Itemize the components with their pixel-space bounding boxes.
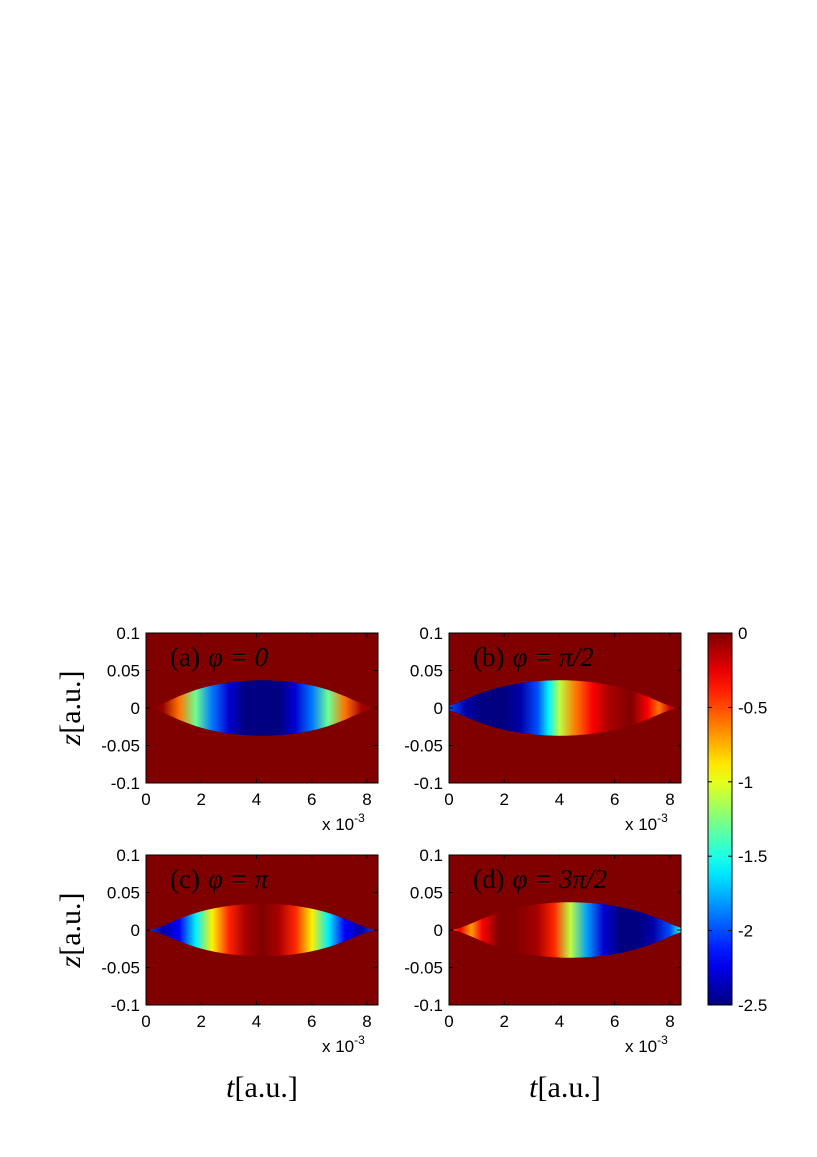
- y-tick-label: -0.1: [111, 996, 140, 1015]
- y-tick-label: -0.1: [414, 996, 443, 1015]
- x-tick-label: 8: [665, 1012, 674, 1031]
- y-tick-label: 0.05: [410, 884, 443, 903]
- x-axis-label: t[a.u.]: [226, 1071, 298, 1104]
- x-tick-label: 0: [141, 1012, 150, 1031]
- panel-phi: φ = 0: [208, 642, 269, 672]
- y-tick-label: 0: [434, 921, 443, 940]
- panel-b: 0 2 4 6 8 0.1 0.05 0 -0.05 -0.1 x 10-3 (b) φ = π/2: [404, 624, 682, 834]
- y-axis-label: z[a.u.]: [54, 671, 87, 747]
- x-axis-label-unit: [a.u.]: [538, 1071, 601, 1104]
- y-tick-label: 0.05: [410, 662, 443, 681]
- y-axis-label-unit: [a.u.]: [54, 893, 87, 956]
- y-tick-label: -0.05: [101, 737, 140, 756]
- colorbar-tick-label: -2: [738, 922, 753, 941]
- y-tick-label: 0: [434, 699, 443, 718]
- panel-label: (d) φ = 3π/2: [473, 864, 607, 894]
- colorbar-tick-label: -2.5: [738, 996, 767, 1015]
- multiplier-exponent: -3: [657, 811, 668, 825]
- x-tick-label: 8: [665, 790, 674, 809]
- multiplier-base: x 10: [322, 815, 354, 834]
- panel-phi: φ = π/2: [512, 642, 593, 672]
- colorbar-swatch: [707, 632, 733, 1006]
- y-tick-label: 0: [131, 699, 140, 718]
- x-tick-label: 8: [362, 1012, 371, 1031]
- y-tick-label: -0.05: [404, 959, 443, 978]
- x-tick-label: 6: [610, 790, 619, 809]
- panel-a: 0 2 4 6 8 0.1 0.05 0 -0.05 -0.1 x 10-3 (a) φ = 0: [101, 624, 379, 834]
- y-tick-label: 0.1: [419, 624, 443, 643]
- multiplier-base: x 10: [322, 1037, 354, 1056]
- y-tick-label: -0.1: [414, 774, 443, 793]
- panel-label: (c) φ = π: [170, 864, 270, 894]
- y-axis-label-var: z: [54, 955, 87, 968]
- y-axis-label-var: z: [54, 733, 87, 746]
- panel-letter: (b): [473, 642, 504, 672]
- x-axis-multiplier: x 10-3: [625, 1033, 668, 1056]
- y-tick-label: -0.1: [111, 774, 140, 793]
- envelope-region: [449, 902, 681, 958]
- panel-c: 0 2 4 6 8 0.1 0.05 0 -0.05 -0.1 x 10-3 (c) φ = π: [101, 846, 379, 1056]
- x-axis-label-var: t: [529, 1071, 538, 1104]
- x-tick-label: 6: [610, 1012, 619, 1031]
- x-tick-label: 2: [500, 790, 509, 809]
- x-tick-label: 0: [444, 790, 453, 809]
- y-tick-label: 0.05: [107, 662, 140, 681]
- x-tick-label: 6: [307, 1012, 316, 1031]
- y-axis-label-unit: [a.u.]: [54, 671, 87, 734]
- panel-letter: (a): [170, 642, 200, 672]
- multiplier-base: x 10: [625, 1037, 657, 1056]
- y-tick-label: 0.1: [419, 846, 443, 865]
- envelope-region: [146, 680, 378, 736]
- x-axis-multiplier: x 10-3: [625, 811, 668, 834]
- x-tick-label: 4: [555, 1012, 564, 1031]
- y-tick-label: 0.05: [107, 884, 140, 903]
- panel-label: (a) φ = 0: [170, 642, 269, 672]
- y-tick-label: -0.05: [404, 737, 443, 756]
- colorbar-tick-label: -0.5: [738, 698, 767, 717]
- colorbar-tick-label: -1: [738, 773, 753, 792]
- x-axis-label: t[a.u.]: [529, 1071, 601, 1104]
- panel-letter: (d): [473, 864, 504, 894]
- x-tick-label: 2: [197, 1012, 206, 1031]
- y-axis-label: z[a.u.]: [54, 893, 87, 969]
- x-tick-label: 4: [555, 790, 564, 809]
- x-axis-multiplier: x 10-3: [322, 1033, 365, 1056]
- x-axis-label-var: t: [226, 1071, 235, 1104]
- multiplier-exponent: -3: [354, 811, 365, 825]
- x-tick-label: 6: [307, 790, 316, 809]
- x-tick-label: 8: [362, 790, 371, 809]
- panel-phi: φ = 3π/2: [512, 864, 607, 894]
- x-tick-label: 4: [252, 790, 261, 809]
- x-axis-label-unit: [a.u.]: [235, 1071, 298, 1104]
- envelope-region: [449, 680, 681, 736]
- panel-d: 0 2 4 6 8 0.1 0.05 0 -0.05 -0.1 x 10-3 (d) φ = 3π/2: [404, 846, 682, 1056]
- panel-letter: (c): [170, 864, 200, 894]
- x-tick-label: 4: [252, 1012, 261, 1031]
- x-tick-label: 0: [141, 790, 150, 809]
- y-tick-label: 0.1: [116, 624, 140, 643]
- colorbar: 0 -0.5 -1 -1.5 -2 -2.5: [707, 624, 767, 1015]
- envelope-region: [146, 903, 378, 957]
- y-tick-label: 0: [131, 921, 140, 940]
- x-tick-label: 2: [197, 790, 206, 809]
- panel-phi: φ = π: [208, 864, 270, 894]
- colorbar-tick-label: 0: [738, 624, 747, 643]
- x-tick-label: 0: [444, 1012, 453, 1031]
- y-tick-label: -0.05: [101, 959, 140, 978]
- multiplier-exponent: -3: [354, 1033, 365, 1047]
- x-axis-multiplier: x 10-3: [322, 811, 365, 834]
- x-tick-label: 2: [500, 1012, 509, 1031]
- multiplier-base: x 10: [625, 815, 657, 834]
- panel-label: (b) φ = π/2: [473, 642, 594, 672]
- colorbar-tick-label: -1.5: [738, 847, 767, 866]
- y-tick-label: 0.1: [116, 846, 140, 865]
- multiplier-exponent: -3: [657, 1033, 668, 1047]
